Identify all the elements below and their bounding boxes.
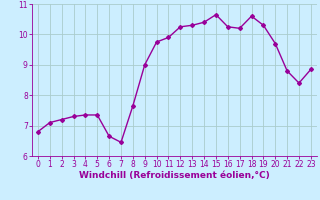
- X-axis label: Windchill (Refroidissement éolien,°C): Windchill (Refroidissement éolien,°C): [79, 171, 270, 180]
